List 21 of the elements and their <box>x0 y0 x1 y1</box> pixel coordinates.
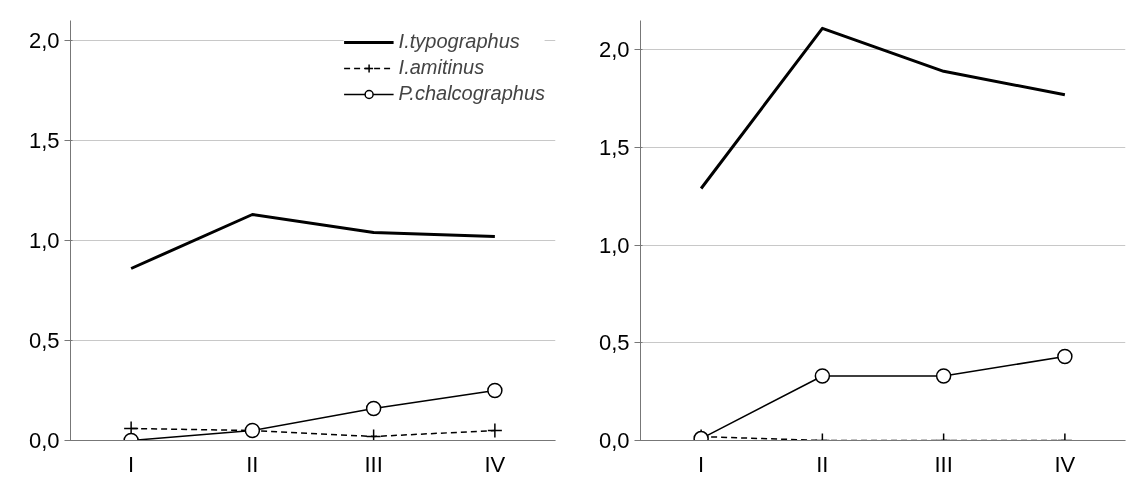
legend-label: I.typographus <box>398 30 520 53</box>
y-tick-label: 0,0 <box>598 428 630 453</box>
y-tick-label: 1,5 <box>598 134 630 160</box>
y-tick-label: 0,5 <box>28 328 60 353</box>
x-tick-label: II <box>816 451 829 477</box>
y-tick-label: 1,0 <box>598 232 630 258</box>
y-tick-label: 2,0 <box>28 28 60 53</box>
y-tick-label: 2,0 <box>598 37 630 63</box>
x-tick-label: I <box>698 451 705 477</box>
legend-label: I.amitinus <box>398 56 485 79</box>
legend-label: P.chalcographus <box>398 82 545 105</box>
y-tick-label: 0,0 <box>28 428 60 453</box>
x-tick-label: I <box>128 451 135 477</box>
y-tick-label: 0,5 <box>598 330 630 356</box>
y-tick-label: 1,0 <box>28 228 60 253</box>
x-tick-label: II <box>246 451 259 477</box>
x-tick-label: IV <box>1054 451 1076 477</box>
x-tick-label: IV <box>484 451 506 477</box>
x-tick-label: III <box>934 451 953 477</box>
x-tick-label: III <box>364 451 383 477</box>
y-tick-label: 1,5 <box>28 128 60 153</box>
